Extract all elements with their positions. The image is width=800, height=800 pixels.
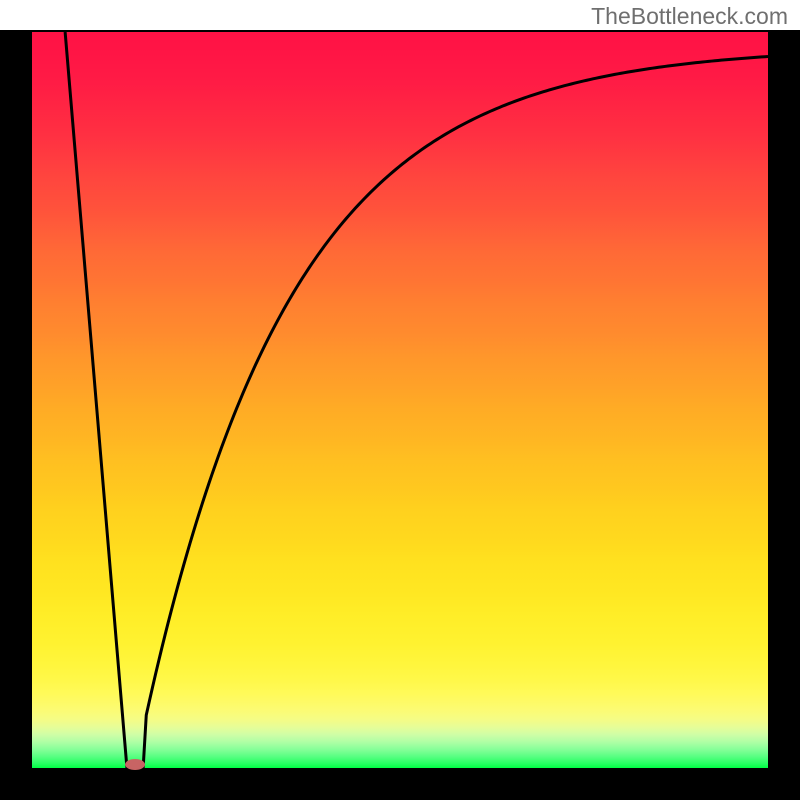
attribution-text: TheBottleneck.com [591, 3, 788, 29]
chart-svg: TheBottleneck.com [0, 0, 800, 800]
optimal-point-marker [125, 759, 145, 770]
gradient-background [32, 32, 768, 768]
bottleneck-chart: TheBottleneck.com [0, 0, 800, 800]
